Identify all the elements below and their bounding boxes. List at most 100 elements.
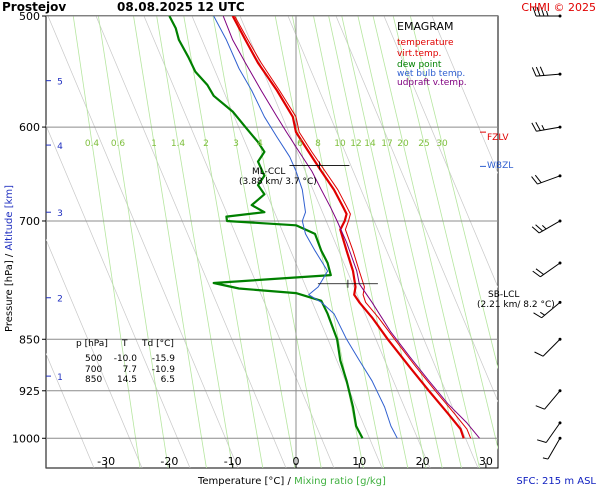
wind-barb [531,174,562,185]
legend-virtual-temp: virt.temp. [397,49,441,59]
wind-barb-station [558,436,562,440]
mixing-ratio-label: 1 [151,139,157,149]
mixing-ratio-line [409,16,498,370]
wind-barb-station [558,14,562,18]
table-cell-p-700: 700 [85,365,102,375]
series-layer [168,16,480,439]
wind-barb-flag [535,66,541,77]
pressure-tick-label: 850 [19,333,40,346]
altitude-tick-label: 3 [57,209,63,219]
wind-barb-flag [536,6,541,17]
altitude-tick-label: 5 [57,78,63,88]
sounding-datetime: 08.08.2025 12 UTC [117,0,245,14]
mixing-ratio-label: 0.6 [111,139,126,149]
mixing-ratio-label: 17 [381,139,392,149]
fzlv-label: FZLV [487,133,509,143]
mixing-ratio-label: 10 [334,139,346,149]
x-axis-label-secondary: Mixing ratio [g/kg] [294,476,386,487]
ml-ccl-detail: (3.88 km/ 3.7 °C) [239,177,317,187]
mixing-ratio-label: 0.4 [85,139,100,149]
wind-barb [531,66,562,77]
wind-barb [536,421,562,443]
wind-barb-half-flag [540,311,545,316]
wind-barb-half-flag [546,10,549,17]
wind-barb-half-flag [542,457,549,460]
altitude-tick-label: 2 [57,295,63,305]
table-header-p: p [hPa] [76,339,108,349]
mixing-ratio-line [291,16,384,468]
table-cell-td-700: -10.9 [152,365,176,375]
dry-adiabat-line [46,352,95,468]
altitude-tick-label: 1 [57,373,63,383]
temperature-tick-label: -20 [160,455,178,468]
pressure-tick-label: 600 [19,121,40,134]
wind-barb-flag [535,121,541,131]
grid-layer [46,16,498,468]
dry-adiabat-line [431,16,498,174]
temperature-tick-label: 30 [479,455,493,468]
sounding-table: p [hPa] T Td [°C] 500 -10.0 -15.9 700 7.… [76,339,175,385]
wind-barb [535,389,562,410]
pressure-tick-label: 1000 [12,432,40,445]
series-line-virt-temp [234,16,472,439]
legend-dew-point: dew point [397,60,442,70]
series-line-wet-bulb-temp [213,16,398,439]
dry-adiabat-line [47,16,239,468]
table-cell-p-500: 500 [85,354,102,364]
table-cell-t-700: 7.7 [123,365,137,375]
wind-barb-flag [539,66,545,76]
mixing-ratio-line [156,16,233,468]
wind-barb [532,6,562,18]
wind-barb-station [558,125,562,129]
sb-lcl-label: SB-LCL [488,290,519,300]
legend-temperature: temperature [397,38,454,48]
temperature-tick-label: 0 [293,455,300,468]
mixing-ratio-label: 14 [364,139,376,149]
wind-barb-station [558,389,562,393]
wind-barb-column [531,6,562,460]
mixing-ratio-label: 4 [257,139,263,149]
mixing-ratio-label: 8 [315,139,321,149]
wind-barb-half-flag [542,225,547,230]
wind-barb-station [558,72,562,76]
y-axis-label-main: Pressure [hPa] [4,260,15,332]
series-line-temperature [231,16,465,439]
wind-barb-station [558,300,562,304]
wind-barb-flag [532,270,541,278]
y-axis-label-sep: / [4,253,15,257]
wind-barb-flag [533,312,542,319]
wind-barb-flag [540,6,545,17]
mixing-ratio-label: 6 [297,139,303,149]
mixing-ratio-line [183,16,264,468]
mixing-ratio-line [313,16,409,468]
wind-barb-station [558,421,562,425]
mixing-ratio-line [341,16,443,468]
mixing-ratio-line [235,16,322,468]
mixing-ratio-label: 25 [418,139,429,149]
temperature-tick-label: -30 [97,455,115,468]
altitude-tick-label: 4 [57,142,63,152]
mixing-ratio-line [392,16,498,450]
surface-elevation: SFC: 215 m ASL [516,476,596,487]
mixing-ratio-label: 2 [203,139,209,149]
mixing-ratio-line [357,16,462,468]
table-cell-td-500: -15.9 [152,354,176,364]
wind-barb-flag [531,176,538,185]
series-line-dew-point [168,16,364,439]
axis-layer: 0.4 0.6 1 1.4 2 3 4 6 8 10 12 14 17 20 25 3050060070085… [12,10,493,468]
mixing-ratio-label: 30 [436,139,448,149]
wind-barb [542,436,562,460]
wind-barb [533,300,562,319]
wind-barb-flag [531,67,537,77]
wind-barb-station [558,219,562,223]
y-axis-label-secondary: Altitude [km] [4,185,15,251]
wind-barb-flag [535,268,544,275]
ml-ccl-label: ML-CCL [252,167,285,177]
legend-title: EMAGRAM [397,20,454,33]
x-axis-label: Temperature [°C] / Mixing ratio [g/kg] [197,476,386,487]
mixing-ratio-label: 3 [233,139,239,149]
temperature-tick-label: -10 [224,455,242,468]
legend-updraft: udpraft v.temp. [397,78,467,88]
dry-adiabat-line [335,16,498,403]
